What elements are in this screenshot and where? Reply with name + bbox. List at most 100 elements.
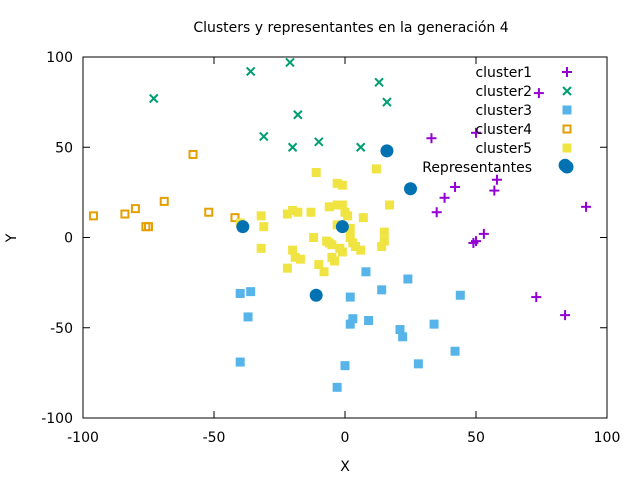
data-point [120, 209, 130, 219]
series-cluster4 [88, 149, 240, 232]
data-point [361, 267, 371, 277]
data-point [350, 242, 360, 252]
series-cluster2 [149, 57, 392, 152]
data-point [335, 220, 349, 234]
data-point [149, 93, 159, 104]
data-point [371, 164, 381, 174]
data-point [403, 274, 413, 284]
x-tick-label: 50 [467, 430, 485, 446]
data-point [531, 292, 542, 303]
chart-title: Clusters y representantes en la generaci… [193, 20, 508, 36]
data-point [159, 196, 169, 206]
data-point [478, 228, 489, 239]
data-point [356, 245, 366, 255]
legend-label: cluster4 [475, 122, 532, 138]
data-point [385, 200, 395, 210]
x-tick-label: 0 [341, 430, 350, 446]
data-point [450, 181, 461, 192]
legend-marker [562, 67, 572, 77]
data-point [256, 243, 266, 253]
data-point [364, 316, 374, 326]
data-point [246, 287, 256, 297]
data-point [235, 288, 245, 298]
data-point [413, 359, 423, 369]
data-point [309, 288, 323, 302]
data-point [340, 361, 350, 371]
data-point [332, 382, 342, 392]
data-point [319, 267, 329, 277]
data-point [324, 202, 334, 212]
data-point [431, 207, 442, 218]
legend-marker [562, 86, 572, 96]
data-point [236, 220, 250, 234]
data-point [188, 149, 198, 159]
data-point [348, 314, 358, 324]
y-tick-label: 100 [46, 50, 73, 66]
data-point [429, 319, 439, 329]
data-point [581, 201, 592, 212]
data-point [243, 312, 253, 322]
legend-marker [562, 105, 572, 115]
x-tick-label: -100 [67, 430, 99, 446]
data-point [311, 168, 321, 178]
data-point [491, 174, 502, 185]
data-point [130, 204, 140, 214]
data-point [144, 222, 153, 232]
data-point [293, 207, 303, 217]
data-point [327, 240, 337, 250]
data-point [356, 142, 366, 152]
data-point [309, 233, 319, 242]
legend-marker [560, 160, 574, 174]
data-point [382, 97, 392, 107]
legend-label: Representantes [422, 160, 532, 176]
data-point [287, 142, 298, 152]
legend-label: cluster2 [475, 84, 532, 100]
data-point [345, 319, 355, 329]
axes: -100 -50 0 50 100 -100 -50 0 50 100 [41, 50, 620, 446]
data-point [314, 137, 324, 147]
data-point [288, 245, 298, 255]
data-point [345, 233, 355, 242]
data-point [88, 211, 98, 221]
data-point [450, 346, 460, 356]
data-point [285, 57, 295, 68]
data-point [395, 325, 405, 335]
legend-marker [562, 143, 572, 153]
data-point [245, 66, 256, 77]
series-cluster5 [235, 164, 395, 277]
legend: cluster1 cluster2 cluster3 cluster4 cluster5… [422, 65, 574, 176]
data-point [345, 223, 355, 233]
data-point [204, 207, 214, 217]
y-tick-label: -100 [41, 411, 73, 427]
data-point [288, 205, 298, 215]
data-point [560, 310, 571, 321]
y-tick-label: 50 [55, 140, 73, 156]
y-axis-label: Y [4, 233, 20, 243]
data-point [230, 213, 240, 223]
data-point [374, 77, 384, 87]
data-point [306, 207, 316, 217]
data-point [380, 144, 394, 158]
data-point [314, 260, 324, 270]
x-axis-label: X [340, 459, 350, 475]
legend-label: cluster3 [475, 103, 532, 119]
data-point [379, 236, 389, 246]
data-point [259, 222, 269, 232]
data-point [398, 332, 408, 342]
data-point [377, 285, 387, 295]
data-point [282, 263, 292, 273]
x-tick-label: 100 [594, 430, 621, 446]
data-point [377, 242, 387, 252]
data-point [290, 252, 300, 262]
data-point [358, 213, 368, 223]
data-point [256, 211, 266, 221]
data-point [455, 290, 465, 300]
x-tick-label: -50 [203, 430, 226, 446]
data-point [345, 292, 355, 302]
legend-label: cluster1 [475, 65, 532, 81]
y-tick-label: -50 [50, 321, 73, 337]
series-cluster3 [235, 267, 465, 392]
data-point [337, 200, 347, 210]
legend-label: cluster5 [475, 141, 532, 157]
